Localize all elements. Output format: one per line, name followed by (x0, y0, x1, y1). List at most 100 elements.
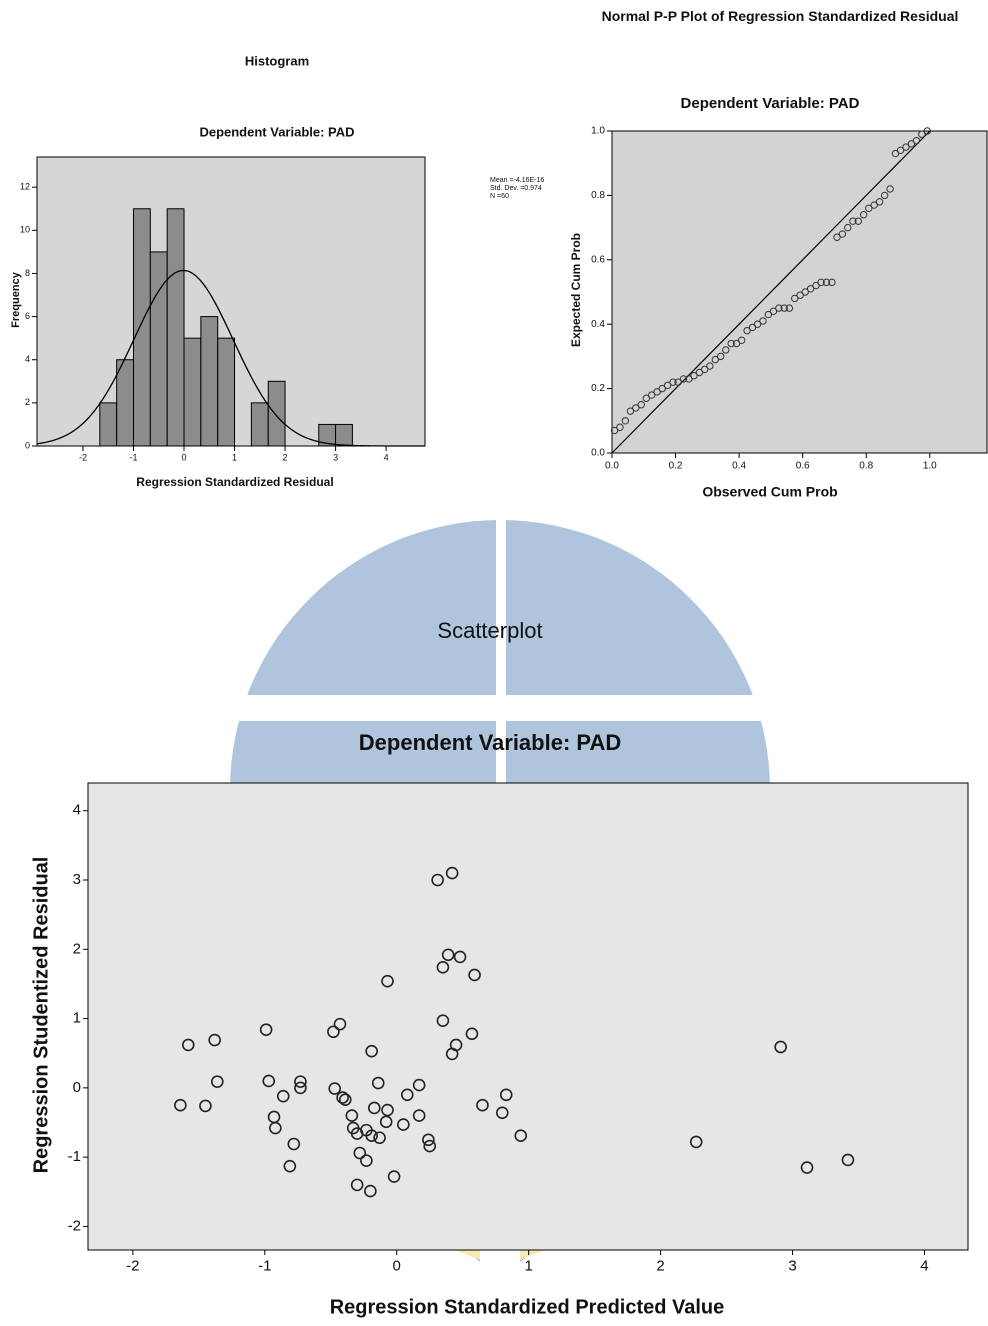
point (706, 362, 714, 370)
y-tick-label: 4 (25, 354, 30, 364)
point (294, 1075, 307, 1088)
point (833, 233, 841, 241)
point (780, 304, 788, 312)
x-tick-label: -1 (129, 453, 137, 463)
point (499, 1088, 513, 1102)
x-tick-label: 0.4 (732, 461, 746, 472)
point (732, 339, 741, 348)
point (637, 401, 645, 409)
x-tick-label: -1 (258, 1257, 271, 1274)
x-tick-label: 1.0 (923, 461, 937, 472)
point (775, 304, 783, 312)
pp-title: Normal P-P Plot of Regression Standardiz… (601, 8, 959, 24)
stats-line: N =60 (490, 193, 509, 200)
point (445, 866, 459, 880)
y-tick-label: 2 (73, 940, 81, 957)
point (838, 230, 847, 238)
point (360, 1123, 373, 1137)
point (679, 375, 688, 383)
point (774, 1040, 787, 1054)
point (896, 146, 905, 155)
point (632, 404, 640, 412)
point (923, 127, 931, 135)
point (445, 1047, 459, 1061)
point (353, 1146, 367, 1160)
point (468, 968, 481, 982)
point (328, 1082, 342, 1095)
point (476, 1098, 489, 1112)
point (658, 384, 666, 393)
point (785, 304, 794, 312)
point (365, 1044, 378, 1058)
x-tick-label: 2 (283, 453, 288, 463)
bar (200, 316, 219, 447)
y-tick-label: 0.0 (591, 448, 605, 459)
point (259, 1023, 273, 1036)
point (327, 1025, 340, 1039)
y-tick-label: 8 (25, 268, 30, 278)
point (828, 278, 836, 287)
y-tick-label: -2 (68, 1217, 81, 1234)
point (422, 1133, 435, 1147)
point (626, 407, 635, 415)
point (610, 426, 619, 435)
x-tick-label: 4 (384, 453, 389, 463)
point (743, 326, 751, 335)
point (453, 950, 467, 964)
chart-title: Histogram (245, 53, 309, 68)
y-axis-label: Regression Studentized Residual (30, 857, 52, 1174)
point (685, 375, 693, 383)
point (423, 1139, 437, 1153)
x-axis-label: Observed Cum Prob (702, 484, 837, 500)
point (436, 961, 450, 974)
point (397, 1118, 410, 1131)
point (737, 336, 746, 344)
point (642, 394, 651, 402)
point (695, 368, 704, 377)
point (262, 1074, 276, 1088)
point (360, 1154, 373, 1167)
point (870, 201, 878, 209)
point (918, 130, 926, 138)
point (336, 1091, 349, 1104)
y-tick-label: 1.0 (591, 126, 605, 137)
bar (267, 380, 286, 447)
y-tick-label: 0.4 (591, 319, 605, 330)
y-tick-label: -1 (68, 1148, 81, 1165)
point (854, 217, 862, 225)
point (880, 191, 889, 200)
point (753, 320, 762, 328)
point (653, 388, 661, 396)
x-tick-label: -2 (126, 1257, 139, 1274)
point (764, 310, 773, 319)
plot-area (87, 782, 969, 1251)
point (859, 211, 868, 219)
point (722, 346, 730, 354)
point (844, 223, 852, 232)
point (373, 1131, 386, 1145)
point (759, 317, 767, 325)
chart-title: Scatterplot (437, 618, 542, 643)
y-tick-label: 0 (73, 1079, 81, 1096)
chart-subtitle: Dependent Variable: PAD (359, 730, 621, 755)
point (907, 140, 916, 148)
y-tick-label: 0 (25, 440, 30, 450)
point (648, 391, 656, 399)
point (796, 291, 804, 299)
point (806, 285, 815, 293)
point (727, 339, 735, 348)
point (841, 1153, 855, 1167)
bar (183, 337, 202, 447)
x-tick-label: 1 (232, 453, 237, 463)
point (711, 355, 719, 364)
x-tick-label: 0.0 (605, 461, 619, 472)
reference-line (611, 130, 931, 454)
point (891, 149, 900, 158)
bar (132, 208, 151, 447)
point (465, 1027, 479, 1041)
x-axis-label: Regression Standardized Residual (136, 475, 333, 489)
point (371, 1076, 385, 1090)
point (345, 1109, 359, 1122)
point (690, 372, 698, 380)
point (276, 1089, 290, 1103)
